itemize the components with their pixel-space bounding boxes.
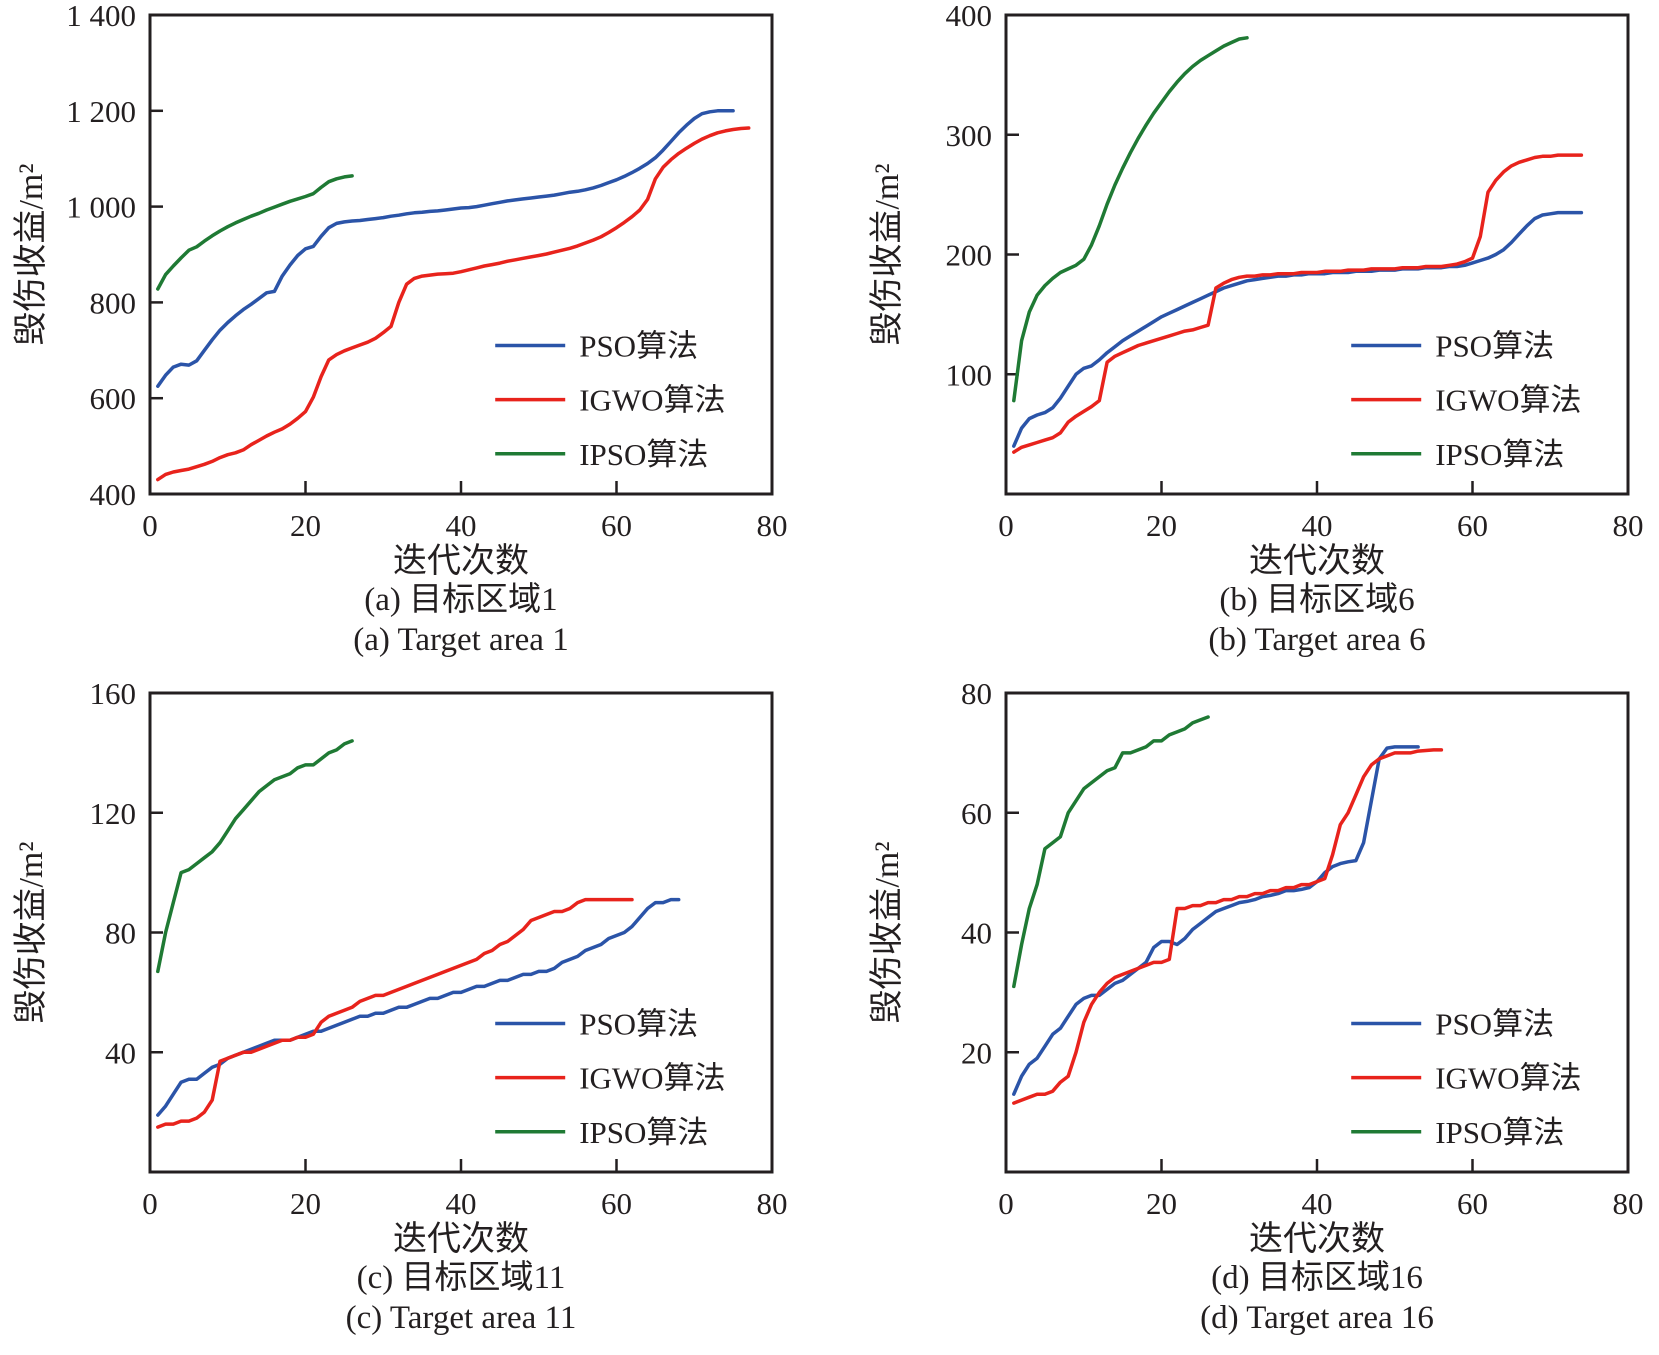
y-tick-label: 300 <box>946 118 993 153</box>
series-line-IPSO算法 <box>156 174 354 291</box>
caption-en: (c) Target area 11 <box>345 1300 577 1336</box>
line-chart-target-area-16: 0 20 40 60 80 20 40 60 80 PSO算法 IGWO算法 IPSO算法 毁伤收益/m… <box>868 678 1644 1258</box>
legend-label: IGWO算法 <box>579 1061 725 1096</box>
series-line-IGWO算法 <box>156 897 634 1129</box>
legend-label: PSO算法 <box>579 1007 698 1042</box>
x-tick-label: 0 <box>998 508 1014 543</box>
y-tick-label: 160 <box>90 678 137 711</box>
x-axis-title: 迭代次数 <box>393 542 529 580</box>
panel-target-area-1: 0 20 40 60 80 400 600 800 1 000 1 200 1 400 PSO算法 IG… <box>0 0 818 678</box>
legend-label: PSO算法 <box>579 329 698 364</box>
y-tick-label: 20 <box>961 1035 992 1070</box>
x-axis-title: 迭代次数 <box>393 1220 529 1258</box>
y-axis-title: 毁伤收益/m² <box>868 841 906 1023</box>
legend-label: IGWO算法 <box>1435 383 1581 418</box>
legend-label: IPSO算法 <box>579 1115 708 1150</box>
line-chart-target-area-1: 0 20 40 60 80 400 600 800 1 000 1 200 1 400 PSO算法 IG… <box>12 0 788 580</box>
plot-border <box>1004 691 1630 1174</box>
x-tick-label: 80 <box>1613 1186 1644 1221</box>
line-chart-target-area-6: 0 20 40 60 80 100 200 300 400 PSO算法 IGWO算法 IPSO算法 毁伤… <box>868 0 1644 580</box>
caption-zh: (d) 目标区域16 <box>1211 1260 1423 1296</box>
x-tick-label: 80 <box>1613 508 1644 543</box>
plot-border <box>148 13 774 496</box>
x-tick-label: 60 <box>1457 508 1488 543</box>
x-tick-label: 40 <box>446 508 477 543</box>
line-chart-target-area-11: 0 20 40 60 80 40 80 120 160 PSO算法 IGWO算法 IPSO算法 毁伤收益… <box>12 678 788 1258</box>
x-tick-label: 20 <box>290 508 321 543</box>
legend-label: IPSO算法 <box>1435 437 1564 472</box>
y-tick-label: 400 <box>90 477 137 512</box>
x-tick-label: 60 <box>1457 1186 1488 1221</box>
y-tick-label: 1 200 <box>66 94 136 129</box>
caption-zh: (c) 目标区域11 <box>356 1260 566 1296</box>
legend-label: IGWO算法 <box>1435 1061 1581 1096</box>
caption-en: (d) Target area 16 <box>1200 1300 1434 1336</box>
legend-label: IGWO算法 <box>579 383 725 418</box>
x-tick-label: 60 <box>601 1186 632 1221</box>
series-line-PSO算法 <box>1012 745 1420 1096</box>
x-tick-label: 80 <box>757 508 788 543</box>
y-tick-label: 600 <box>90 381 137 416</box>
series-line-PSO算法 <box>156 109 735 388</box>
x-tick-label: 40 <box>446 1186 477 1221</box>
x-tick-label: 20 <box>1146 1186 1177 1221</box>
x-tick-label: 0 <box>998 1186 1014 1221</box>
caption-en: (b) Target area 6 <box>1208 622 1426 658</box>
x-tick-label: 60 <box>601 508 632 543</box>
x-tick-label: 40 <box>1302 1186 1333 1221</box>
series-line-IGWO算法 <box>156 126 751 482</box>
x-tick-label: 20 <box>1146 508 1177 543</box>
x-tick-label: 40 <box>1302 508 1333 543</box>
x-tick-label: 0 <box>142 1186 158 1221</box>
series-line-IGWO算法 <box>1012 748 1444 1105</box>
series-line-PSO算法 <box>1012 210 1584 448</box>
y-tick-label: 40 <box>961 916 992 951</box>
series-line-IGWO算法 <box>1012 153 1584 454</box>
legend-label: IPSO算法 <box>1435 1115 1564 1150</box>
y-axis-title: 毁伤收益/m² <box>868 163 906 345</box>
legend-label: PSO算法 <box>1435 329 1554 364</box>
y-tick-label: 100 <box>946 357 993 392</box>
x-axis-title: 迭代次数 <box>1249 542 1385 580</box>
caption-en: (a) Target area 1 <box>353 622 569 658</box>
plot-border <box>1004 13 1630 496</box>
x-tick-label: 0 <box>142 508 158 543</box>
x-tick-label: 20 <box>290 1186 321 1221</box>
x-axis-title: 迭代次数 <box>1249 1220 1385 1258</box>
x-tick-label: 80 <box>757 1186 788 1221</box>
y-tick-label: 80 <box>105 916 136 951</box>
caption-zh: (a) 目标区域1 <box>364 582 558 618</box>
panel-target-area-6: 0 20 40 60 80 100 200 300 400 PSO算法 IGWO算法 IPSO算法 毁伤… <box>818 0 1659 678</box>
y-tick-label: 200 <box>946 238 993 273</box>
y-tick-label: 1 400 <box>66 0 136 33</box>
legend-label: PSO算法 <box>1435 1007 1554 1042</box>
y-tick-label: 1 000 <box>66 190 136 225</box>
y-tick-label: 60 <box>961 796 992 831</box>
y-axis-title: 毁伤收益/m² <box>12 163 50 345</box>
series-line-IPSO算法 <box>156 739 354 974</box>
y-tick-label: 80 <box>961 678 992 711</box>
series-line-IPSO算法 <box>1012 36 1249 403</box>
y-tick-label: 40 <box>105 1035 136 1070</box>
y-tick-label: 120 <box>90 796 137 831</box>
legend-label: IPSO算法 <box>579 437 708 472</box>
y-tick-label: 800 <box>90 285 137 320</box>
caption-zh: (b) 目标区域6 <box>1219 582 1415 618</box>
y-tick-label: 400 <box>946 0 993 33</box>
panel-target-area-16: 0 20 40 60 80 20 40 60 80 PSO算法 IGWO算法 IPSO算法 毁伤收益/m… <box>818 678 1659 1355</box>
series-line-IPSO算法 <box>1012 715 1210 989</box>
y-axis-title: 毁伤收益/m² <box>12 841 50 1023</box>
panel-target-area-11: 0 20 40 60 80 40 80 120 160 PSO算法 IGWO算法 IPSO算法 毁伤收益… <box>0 678 818 1355</box>
plot-border <box>148 691 774 1174</box>
